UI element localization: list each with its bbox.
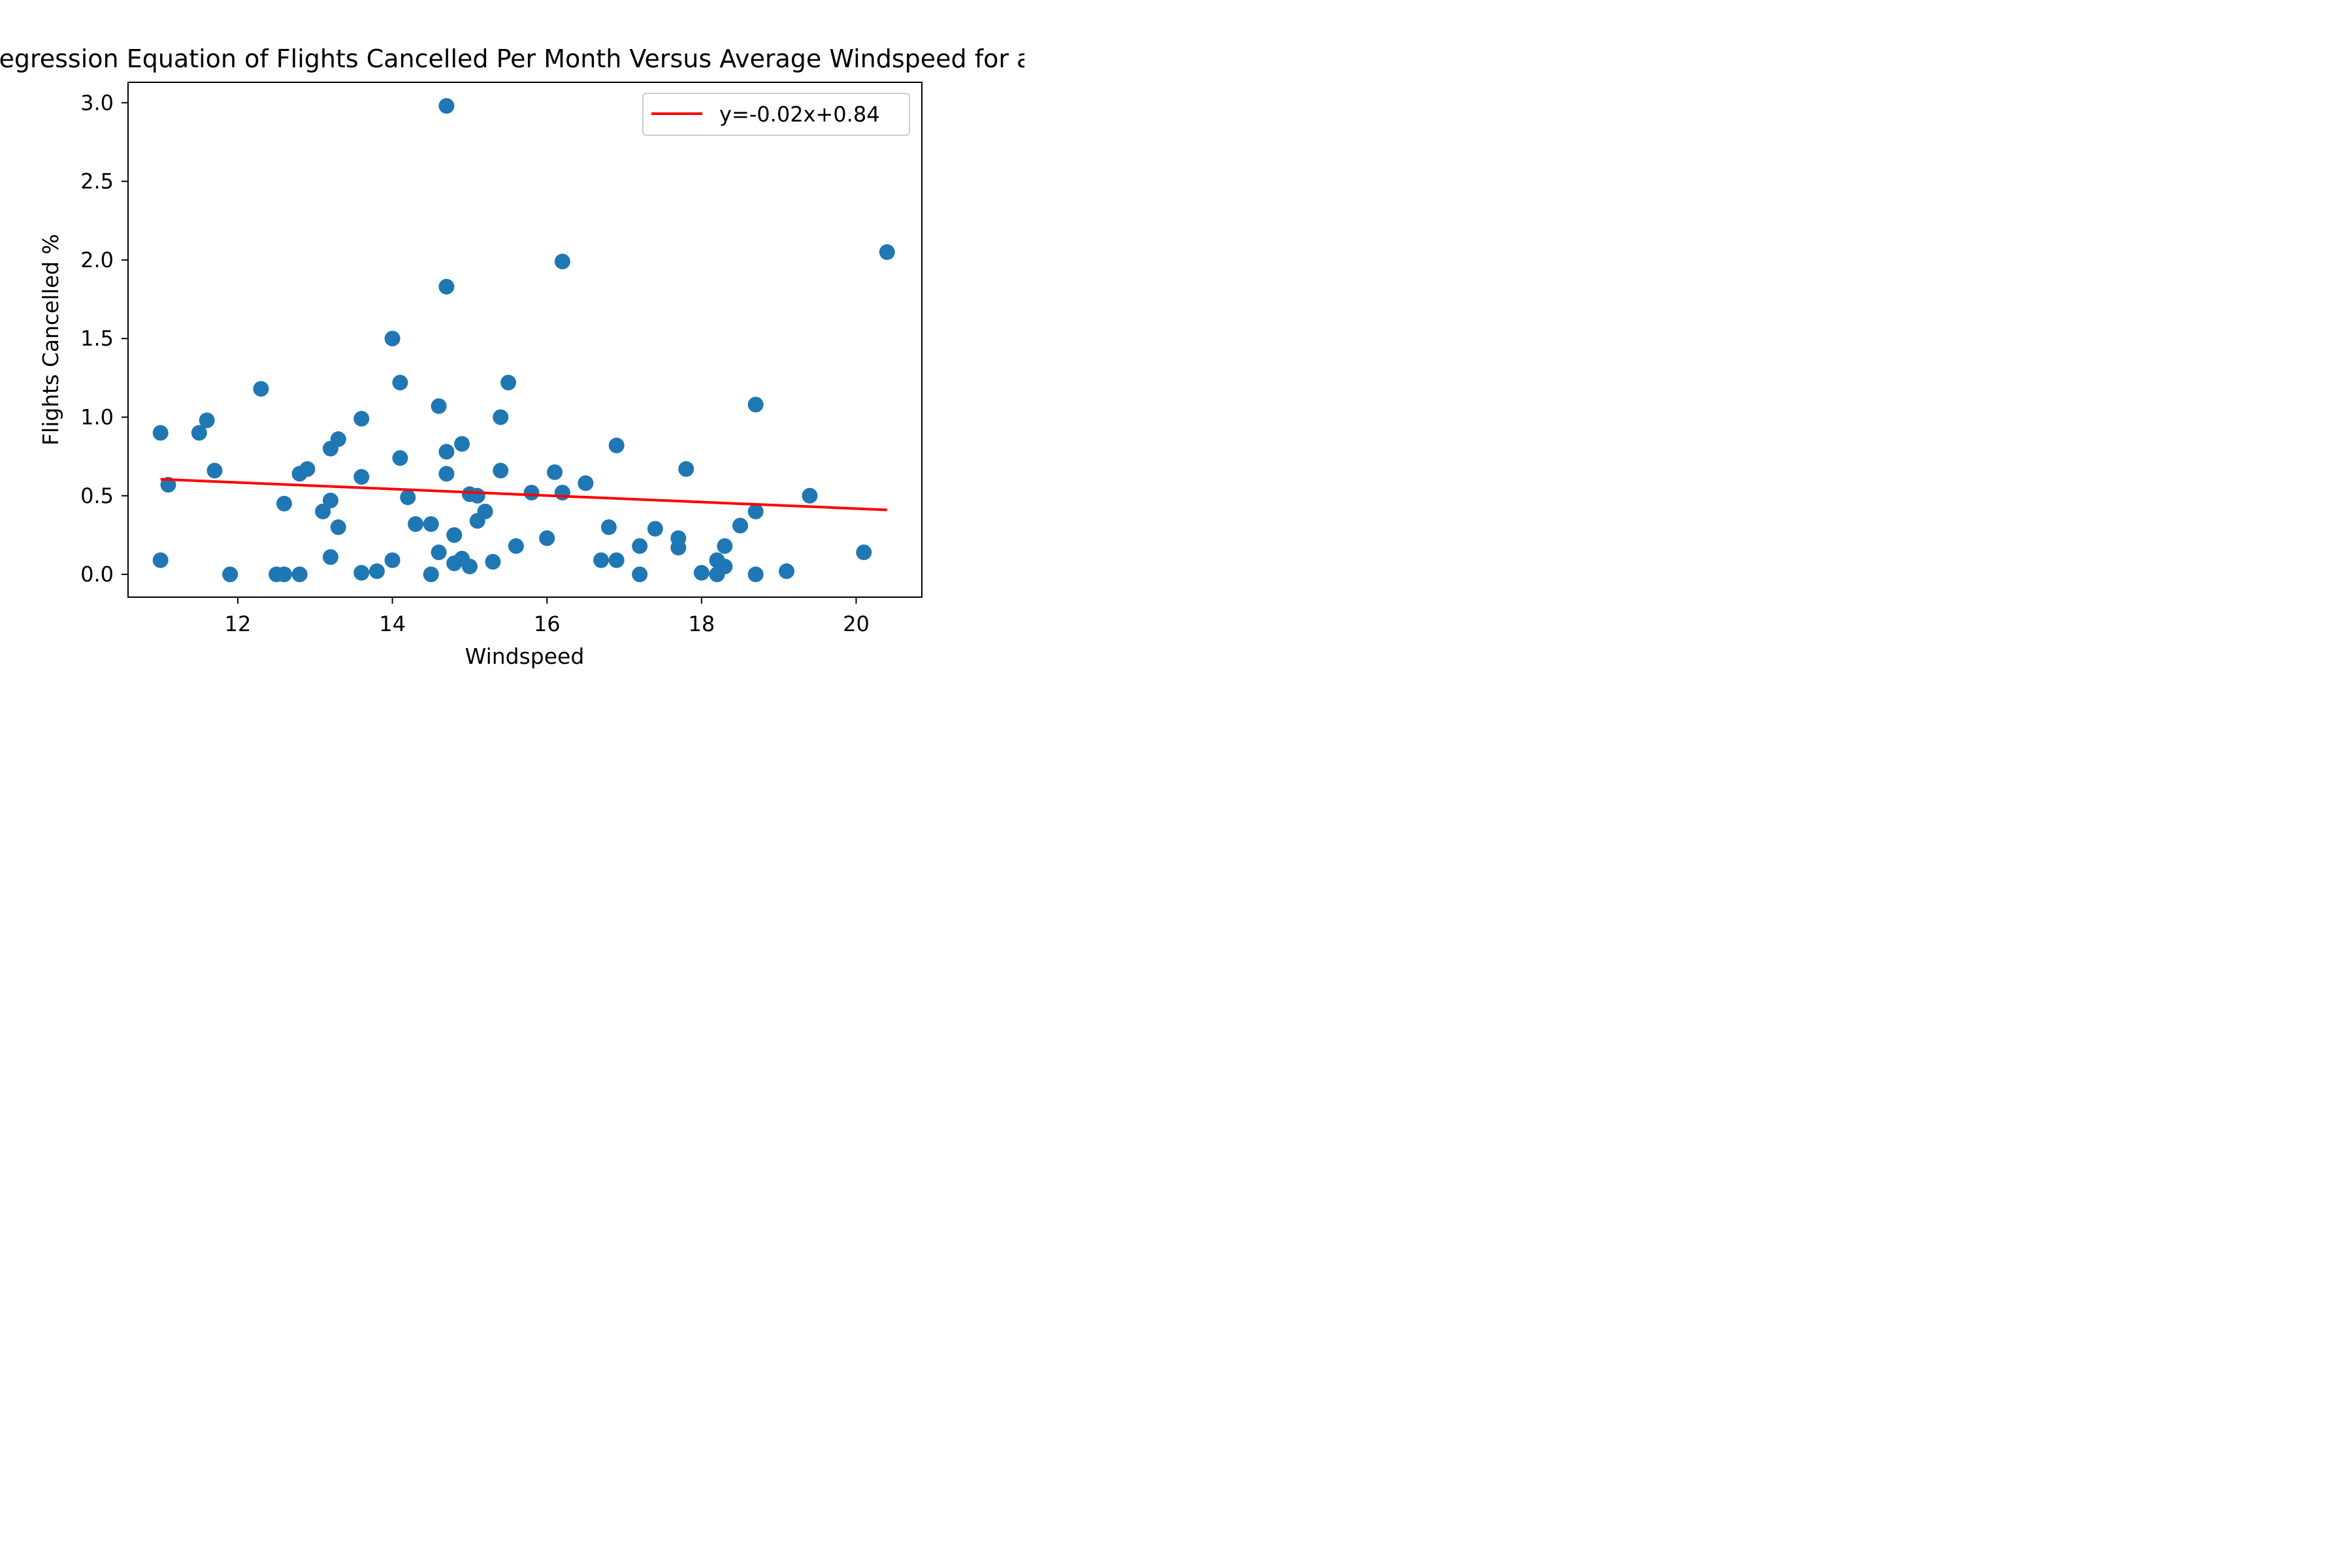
- plot-area: [128, 82, 922, 597]
- scatter-point: [384, 552, 400, 568]
- scatter-point: [879, 244, 895, 260]
- y-tick-label: 2.5: [80, 169, 114, 194]
- scatter-point: [539, 530, 555, 546]
- scatter-point: [747, 503, 764, 519]
- legend-box: [642, 93, 910, 136]
- scatter-point: [353, 564, 370, 581]
- scatter-point: [353, 468, 370, 485]
- scatter-point: [438, 444, 455, 460]
- scatter-point: [493, 409, 509, 425]
- scatter-point: [206, 463, 223, 479]
- scatter-point: [431, 398, 447, 414]
- y-axis-label: Flights Cancelled %: [38, 234, 63, 446]
- scatter-point: [485, 553, 501, 570]
- chart-title: Linear Regression Equation of Flights Ca…: [0, 44, 1024, 73]
- scatter-point: [392, 450, 408, 466]
- x-tick-label: 20: [843, 612, 870, 636]
- x-tick-label: 14: [379, 612, 406, 636]
- scatter-point: [330, 519, 346, 535]
- scatter-point: [423, 566, 439, 583]
- scatter-point: [322, 493, 338, 509]
- scatter-point: [384, 331, 400, 347]
- scatter-point: [600, 519, 617, 535]
- scatter-point: [678, 461, 694, 477]
- scatter-point: [547, 464, 563, 480]
- scatter-point: [400, 489, 416, 506]
- y-tick-label: 3.0: [80, 90, 114, 115]
- scatter-point: [438, 466, 455, 482]
- scatter-point: [322, 549, 338, 565]
- scatter-point: [253, 381, 269, 397]
- scatter-point: [693, 564, 710, 581]
- scatter-point: [477, 503, 493, 519]
- x-tick-label: 12: [225, 612, 252, 636]
- scatter-point: [276, 495, 292, 512]
- scatter-point: [632, 566, 648, 583]
- scatter-point: [222, 566, 238, 583]
- plot-frame: [127, 82, 923, 598]
- scatter-point: [291, 566, 308, 583]
- scatter-point: [299, 461, 316, 477]
- scatter-point: [152, 552, 169, 568]
- chart: Linear Regression Equation of Flights Ca…: [0, 44, 1024, 669]
- scatter-point: [493, 463, 509, 479]
- y-tick-label: 1.5: [80, 326, 114, 351]
- scatter-point: [717, 559, 733, 575]
- scatter-point: [368, 563, 385, 580]
- regression-line: [160, 478, 887, 512]
- scatter-point: [632, 538, 648, 554]
- scatter-point: [446, 527, 463, 543]
- x-tick-label: 16: [534, 612, 561, 636]
- scatter-point: [802, 487, 818, 504]
- scatter-point: [578, 475, 594, 491]
- scatter-point: [276, 566, 292, 583]
- y-tick-label: 2.0: [80, 248, 114, 272]
- scatter-point: [647, 521, 663, 537]
- scatter-point: [431, 544, 447, 561]
- scatter-point: [454, 436, 470, 452]
- scatter-point: [747, 397, 764, 413]
- x-axis-ticks: 12 14 16 18 20: [225, 597, 870, 636]
- scatter-point: [423, 516, 439, 532]
- scatter-point: [508, 538, 524, 554]
- legend: y=-0.02x+0.84: [642, 93, 910, 136]
- scatter-point: [747, 566, 764, 583]
- y-tick-label: 0.0: [80, 562, 114, 587]
- scatter-point: [593, 552, 610, 568]
- scatter-point: [199, 412, 215, 429]
- scatter-point: [670, 540, 687, 556]
- scatter-point: [608, 552, 625, 568]
- scatter-point: [778, 563, 794, 580]
- scatter-point: [315, 503, 331, 519]
- scatter-point: [608, 437, 625, 453]
- scatter-point: [330, 431, 346, 448]
- scatter-point: [191, 425, 207, 441]
- scatter-point: [408, 516, 424, 532]
- y-axis-ticks: 0.0 0.5 1.0 1.5 2.0 2.5 3.0: [80, 90, 128, 587]
- fit-line-group: [160, 478, 887, 512]
- scatter-point: [554, 253, 570, 270]
- scatter-point: [438, 98, 455, 114]
- scatter-point: [717, 538, 733, 554]
- scatter-point: [732, 517, 748, 534]
- scatter-point: [500, 374, 517, 391]
- scatter-point: [392, 374, 408, 391]
- y-tick-label: 1.0: [80, 405, 114, 430]
- scatter-points: [152, 98, 895, 583]
- scatter-point: [469, 487, 485, 504]
- scatter-point: [856, 544, 872, 561]
- scatter-point: [438, 278, 455, 295]
- scatter-point: [554, 484, 570, 500]
- x-axis-label: Windspeed: [465, 644, 585, 669]
- scatter-point: [353, 410, 370, 427]
- scatter-point: [523, 484, 540, 500]
- y-tick-label: 0.5: [80, 483, 114, 508]
- x-tick-label: 18: [688, 612, 715, 636]
- scatter-point: [461, 559, 478, 575]
- legend-label: y=-0.02x+0.84: [719, 102, 880, 127]
- scatter-point: [152, 425, 169, 441]
